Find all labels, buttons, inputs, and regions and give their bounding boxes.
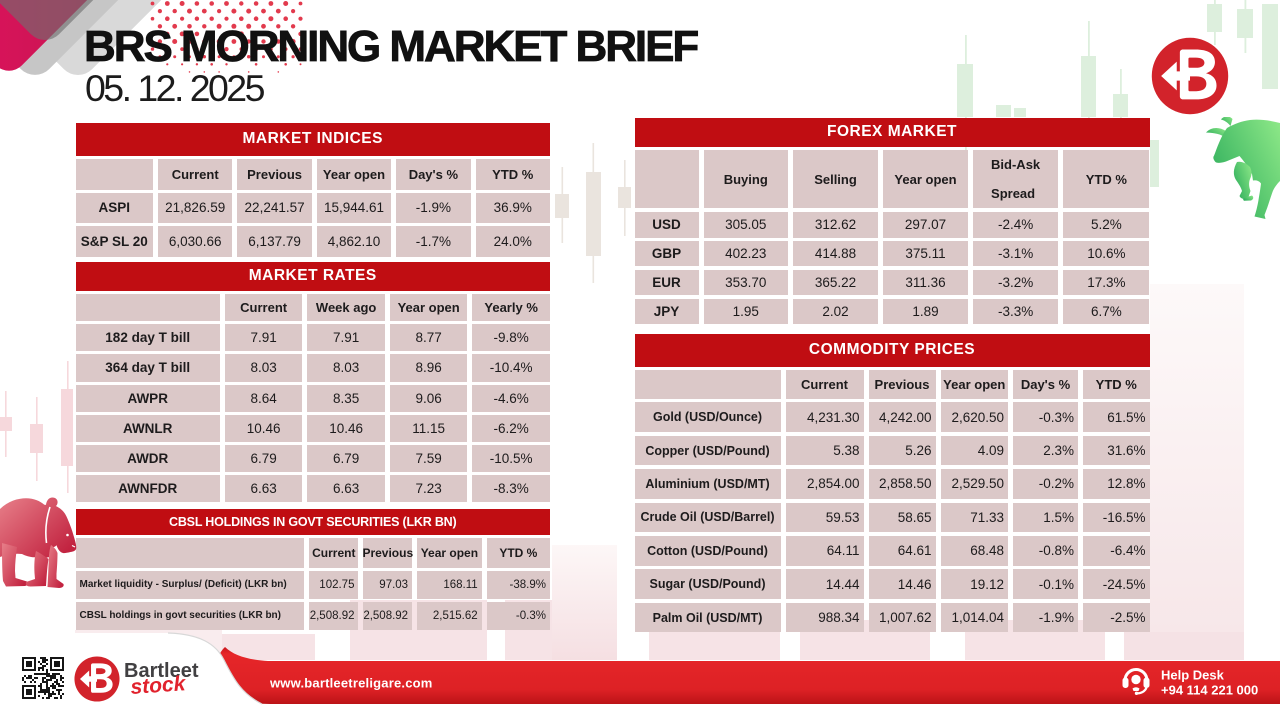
svg-text:Help Desk: Help Desk bbox=[1161, 668, 1225, 683]
svg-text:stock: stock bbox=[130, 672, 188, 699]
svg-text:Bartleet: Bartleet bbox=[124, 660, 199, 682]
svg-text:www.bartleetreligare.com: www.bartleetreligare.com bbox=[269, 676, 433, 691]
svg-text:+94 114 221 000: +94 114 221 000 bbox=[1161, 683, 1258, 698]
